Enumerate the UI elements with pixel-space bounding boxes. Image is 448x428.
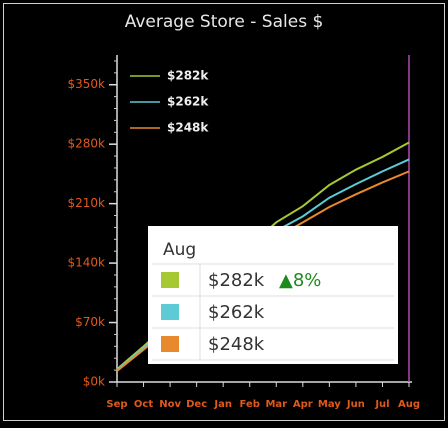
legend-label: $282k	[167, 69, 209, 83]
tooltip-value: $248k	[208, 334, 265, 355]
x-tick-label: May	[318, 399, 341, 410]
x-tick-label: Apr	[293, 399, 313, 410]
tooltip-box	[148, 226, 398, 364]
tooltip-change: ▲8%	[279, 270, 321, 291]
tooltip-value: $262k	[208, 302, 265, 323]
x-tick-label: Feb	[240, 399, 260, 410]
x-tick-label: Nov	[159, 399, 181, 410]
tooltip-swatch	[161, 336, 179, 352]
x-tick-label: Mar	[265, 399, 287, 410]
tooltip-swatch	[161, 272, 179, 288]
y-tick-label: $140k	[68, 256, 106, 270]
x-tick-label: Aug	[398, 399, 420, 410]
x-tick-label: Dec	[186, 399, 207, 410]
y-tick-label: $210k	[68, 196, 106, 210]
y-tick-label: $70k	[75, 315, 105, 329]
y-tick-label: $0k	[83, 375, 105, 389]
x-tick-label: Sep	[106, 399, 127, 410]
x-tick-label: Jun	[346, 399, 365, 410]
x-tick-label: Jan	[213, 399, 232, 410]
tooltip-swatch	[161, 304, 179, 320]
y-tick-label: $280k	[68, 137, 106, 151]
tooltip: Aug $282k ▲8% $262k $248k	[148, 226, 398, 364]
legend-label: $248k	[167, 121, 209, 135]
x-tick-label: Jul	[374, 399, 389, 410]
chart-title: Average Store - Sales $	[125, 12, 324, 32]
tooltip-title: Aug	[163, 240, 196, 260]
y-tick-label: $350k	[68, 77, 106, 91]
tooltip-value: $282k	[208, 270, 265, 291]
x-tick-label: Oct	[134, 399, 153, 410]
legend-label: $262k	[167, 95, 209, 109]
plot-area: $0k $70k $140k $210k $280k $350k Sep Oct Nov Dec J…	[68, 55, 420, 410]
